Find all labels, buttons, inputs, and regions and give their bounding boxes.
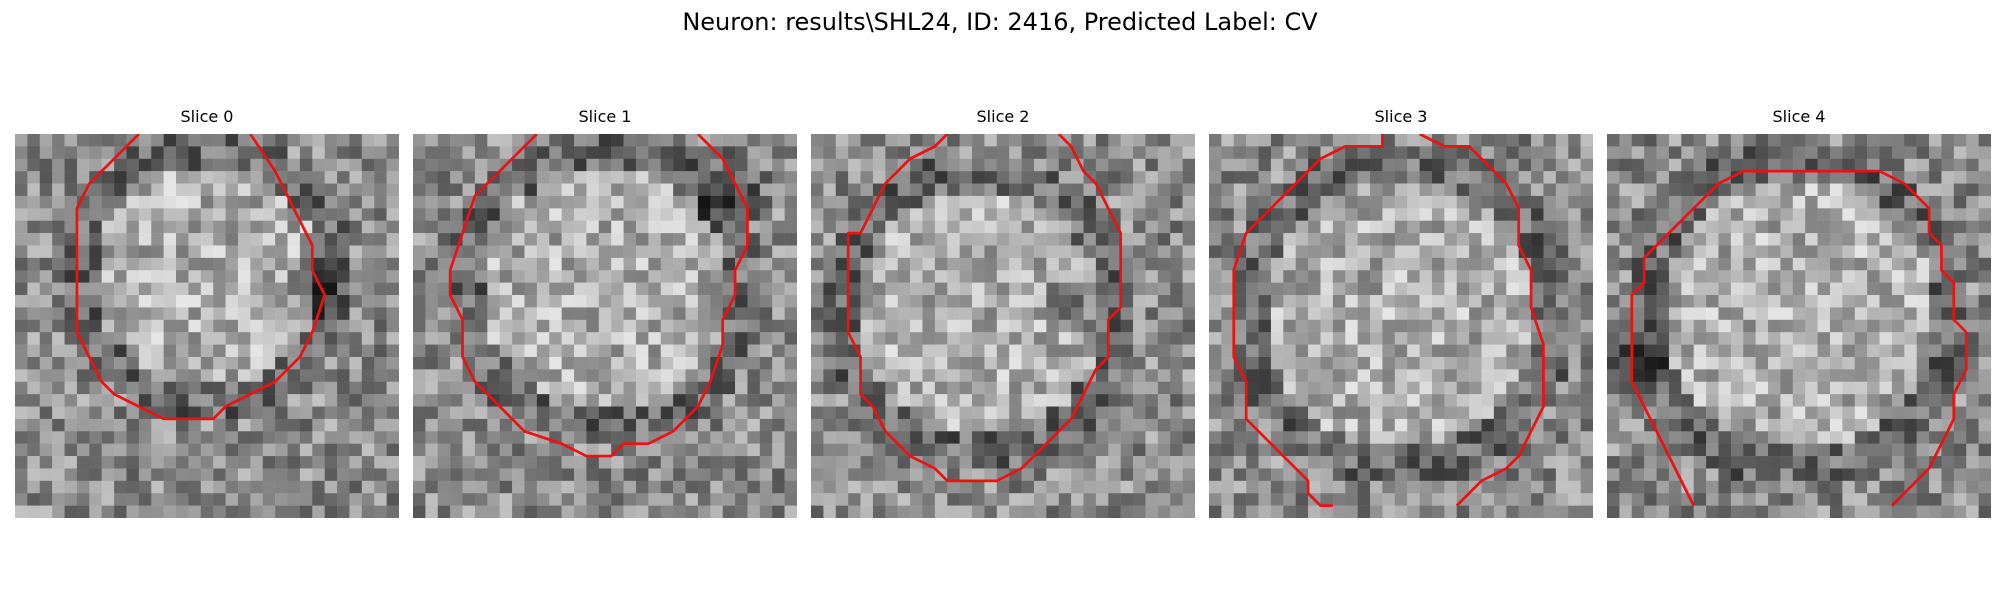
- slice-title: Slice 4: [1607, 106, 1991, 128]
- grayscale-pixels: [811, 134, 1195, 518]
- slice-title: Slice 3: [1209, 106, 1593, 128]
- grayscale-pixels: [15, 134, 399, 518]
- figure-title: Neuron: results\SHL24, ID: 2416, Predict…: [0, 6, 2000, 38]
- slice-image: [1209, 134, 1593, 518]
- slice-image: [811, 134, 1195, 518]
- slice-title: Slice 2: [811, 106, 1195, 128]
- grayscale-pixels: [1209, 134, 1593, 518]
- slice-title: Slice 0: [15, 106, 399, 128]
- slice-image: [1607, 134, 1991, 518]
- slice-image: [15, 134, 399, 518]
- slice-title: Slice 1: [413, 106, 797, 128]
- slice-image: [413, 134, 797, 518]
